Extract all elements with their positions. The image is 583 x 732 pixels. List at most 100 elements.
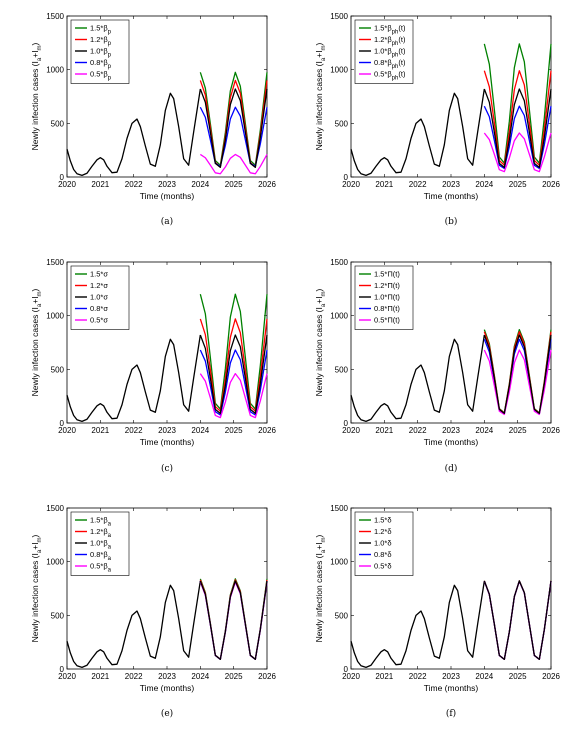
panel-a: 2020 2021 2022 2023 2024 2025 2026 0 500 1000 1500… (30, 12, 276, 227)
x-tick-label: 2020 (58, 672, 76, 681)
legend-entry: 0.5*βp (90, 70, 112, 82)
y-tick-label: 500 (335, 611, 349, 620)
x-tick-label: 2020 (58, 426, 76, 435)
series-history-line (66, 334, 201, 423)
x-tick-label: 2022 (125, 180, 143, 189)
legend-entry: 1.0*βph(t) (374, 47, 406, 59)
series-history-line (66, 580, 201, 669)
y-tick-label: 500 (51, 611, 65, 620)
x-tick-label: 2026 (542, 426, 560, 435)
legend-entry: 0.5*βa (90, 562, 112, 574)
legend-entry: 1.2*βp (90, 35, 112, 47)
series-line-3 (483, 88, 552, 168)
panel-d: 2020 2021 2022 2023 2024 2025 2026 0 500 1000 1500… (314, 258, 560, 474)
x-axis-label: Time (months) (140, 683, 195, 693)
x-tick-label: 2026 (258, 426, 276, 435)
series-line-5 (483, 349, 552, 416)
x-tick-label: 2020 (342, 180, 360, 189)
legend-entry: 0.8*σ (90, 304, 108, 313)
legend-entry: 1.5*Π(t) (374, 270, 400, 279)
legend: 1.5*βph(t)1.2*βph(t)1.0*βph(t)0.8*βph(t)… (354, 19, 414, 84)
legend-entry: 1.0*σ (90, 293, 108, 302)
legend-entry: 0.8*βa (90, 550, 112, 562)
x-tick-label: 2020 (342, 672, 360, 681)
legend-entry: 0.8*δ (374, 550, 392, 559)
y-tick-label: 1000 (46, 66, 64, 75)
series-history-line (350, 334, 485, 423)
series-line-3 (199, 88, 268, 168)
legend-entry: 0.5*βph(t) (374, 70, 406, 82)
legend-box (70, 265, 130, 330)
y-axis-label: Newly infection cases (Ia+Im) (30, 534, 43, 642)
series-line-2 (483, 70, 552, 166)
x-tick-label: 2025 (225, 180, 243, 189)
series-line-3 (199, 580, 268, 660)
x-tick-label: 2026 (258, 672, 276, 681)
x-tick-label: 2025 (509, 180, 527, 189)
panel-caption: (b) (445, 216, 458, 227)
legend-entry: 1.5*σ (90, 270, 108, 279)
y-tick-label: 1500 (46, 12, 64, 21)
x-axis-label: Time (months) (140, 437, 195, 447)
legend-entry: 1.0*βp (90, 47, 112, 59)
x-tick-label: 2023 (158, 672, 176, 681)
legend-box (70, 511, 130, 576)
panel-caption: (d) (445, 463, 458, 474)
x-tick-label: 2022 (125, 672, 143, 681)
legend: 1.5*Π(t) 1.2*Π(t) 1.0*Π(t) 0.8*Π(t) 0.5*Π(t) (354, 265, 414, 330)
x-tick-label: 2024 (475, 426, 493, 435)
series-line-1 (483, 43, 552, 164)
legend: 1.5*δ 1.2*δ 1.0*δ 0.8*δ 0.5*δ (354, 511, 414, 576)
x-axis-label: Time (months) (424, 683, 479, 693)
y-tick-label: 0 (60, 173, 65, 182)
x-tick-label: 2023 (158, 180, 176, 189)
panel-b: 2020 2021 2022 2023 2024 2025 2026 0 500 1000 1500… (314, 12, 560, 227)
y-tick-label: 1000 (330, 558, 348, 567)
series-line-2 (199, 318, 268, 412)
y-tick-label: 0 (344, 173, 349, 182)
series-history-line (66, 88, 201, 177)
x-tick-label: 2023 (442, 672, 460, 681)
series-line-3 (199, 334, 268, 414)
y-tick-label: 0 (60, 665, 65, 674)
y-tick-label: 500 (51, 119, 65, 128)
x-tick-label: 2023 (158, 426, 176, 435)
panel-caption: (f) (446, 708, 456, 719)
y-tick-label: 1500 (330, 258, 348, 267)
x-tick-label: 2024 (191, 180, 209, 189)
x-tick-label: 2020 (342, 426, 360, 435)
legend: 1.5*βp1.2*βp1.0*βp0.8*βp0.5*βp (70, 19, 130, 84)
legend-entry: 1.2*βa (90, 527, 112, 539)
legend-entry: 0.5*Π(t) (374, 316, 400, 325)
legend-entry: 1.5*δ (374, 516, 392, 525)
y-axis-label: Newly infection cases (Ia+Im) (314, 534, 327, 642)
y-tick-label: 0 (344, 665, 349, 674)
series-line-4 (199, 106, 268, 167)
legend-box (354, 511, 414, 576)
x-tick-label: 2026 (258, 180, 276, 189)
y-tick-label: 1500 (46, 258, 64, 267)
series-line-4 (199, 349, 268, 416)
x-tick-label: 2024 (191, 672, 209, 681)
y-tick-label: 1000 (330, 66, 348, 75)
panel-caption: (c) (161, 463, 173, 474)
panel-f: 2020 2021 2022 2023 2024 2025 2026 0 500 1000 1500… (314, 504, 560, 719)
x-tick-label: 2021 (375, 426, 393, 435)
legend-entry: 1.5*βa (90, 516, 112, 528)
y-tick-label: 500 (335, 365, 349, 374)
panel-caption: (a) (161, 216, 173, 227)
y-axis-label: Newly infection cases (Ia+Im) (314, 288, 327, 396)
x-tick-label: 2026 (542, 672, 560, 681)
x-tick-label: 2021 (91, 672, 109, 681)
x-tick-label: 2025 (225, 672, 243, 681)
legend-entry: 1.2*δ (374, 527, 392, 536)
legend-entry: 1.2*βph(t) (374, 35, 406, 47)
series-history-line (350, 88, 485, 177)
y-axis-label: Newly infection cases (Ia+Im) (30, 288, 43, 396)
legend: 1.5*βa1.2*βa1.0*βa0.8*βa0.5*βa (70, 511, 130, 576)
legend-box (70, 19, 130, 84)
series-line-4 (483, 105, 552, 170)
series-line-3 (483, 580, 552, 660)
legend-entry: 0.8*Π(t) (374, 304, 400, 313)
